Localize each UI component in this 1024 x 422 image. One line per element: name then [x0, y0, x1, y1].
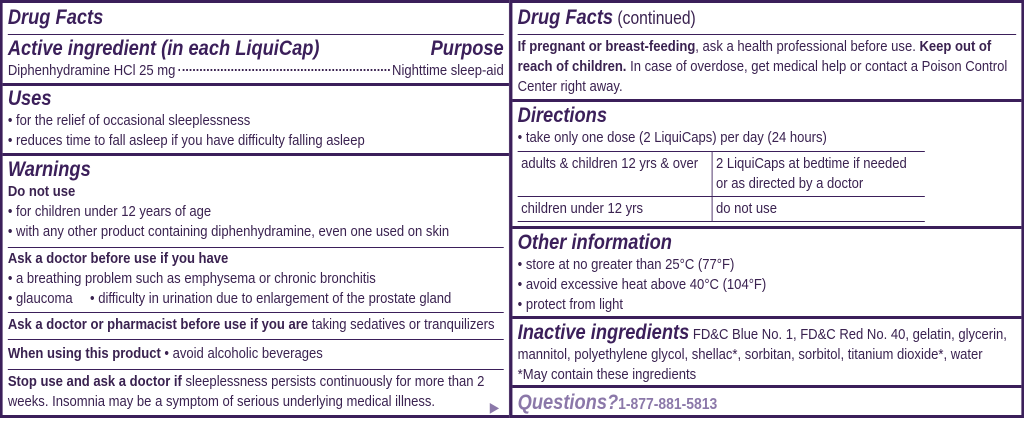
drug-facts-continued-title: Drug Facts (continued) — [512, 5, 1021, 33]
do-not-use-heading: Do not use — [7, 183, 76, 200]
inactive-ingredients-heading: Inactive ingredients — [517, 321, 690, 344]
use-item: • for the relief of occasional sleepless… — [7, 112, 251, 129]
directions-bullet: • take only one dose (2 LiquiCaps) per d… — [517, 129, 827, 146]
when-using-heading: When using this product — [7, 345, 161, 362]
inactive-ingredients-text: FD&C Blue No. 1, FD&C Red No. 40, gelati… — [517, 326, 1007, 363]
ask-doctor-section: Ask a doctor before use if you have • a … — [3, 249, 509, 309]
directions-heading: Directions — [517, 104, 608, 127]
active-ingredient-section: Active ingredient (in each LiquiCap) Pur… — [3, 37, 509, 81]
when-using-text: • avoid alcoholic beverages — [160, 345, 323, 362]
active-ingredient-heading: Active ingredient (in each LiquiCap) — [7, 37, 320, 60]
uses-heading: Uses — [7, 87, 52, 110]
ask-pharmacist-heading: Ask a doctor or pharmacist before use if… — [7, 316, 309, 333]
warning-item: • difficulty in urination due to enlarge… — [90, 290, 452, 307]
stop-use-heading: Stop use and ask a doctor if — [7, 373, 182, 390]
when-using-section: When using this product • avoid alcoholi… — [3, 344, 509, 364]
active-ingredient: Diphenhydramine HCl 25 mg — [7, 62, 176, 79]
drug-facts-right-panel: Drug Facts (continued) If pregnant or br… — [509, 0, 1024, 418]
stop-use-text: sleeplessness persists continuously for … — [7, 373, 485, 410]
warning-item: • for children under 12 years of age — [7, 203, 212, 220]
dot-leader — [177, 69, 390, 71]
warning-item: • with any other product containing diph… — [7, 223, 450, 240]
directions-section: Directions • take only one dose (2 Liqui… — [512, 104, 1021, 222]
directions-table: adults & children 12 yrs & over 2 LiquiCa… — [517, 151, 925, 222]
pregnant-text: , ask a health professional before use. — [695, 38, 920, 55]
drug-facts-left-panel: Drug Facts Active ingredient (in each Li… — [0, 0, 512, 418]
table-cell: adults & children 12 yrs & over — [517, 151, 713, 197]
pregnancy-section: If pregnant or breast-feeding, ask a hea… — [512, 37, 1021, 97]
warnings-heading: Warnings — [7, 158, 91, 181]
other-item: • avoid excessive heat above 40°C (104°F… — [517, 276, 767, 293]
table-cell: 2 LiquiCaps at bedtime if needed or as d… — [711, 151, 925, 197]
purpose: Nighttime sleep-aid — [392, 62, 504, 79]
table-row: children under 12 yrs do not use — [517, 196, 925, 222]
ask-pharmacist-section: Ask a doctor or pharmacist before use if… — [3, 315, 509, 335]
uses-section: Uses • for the relief of occasional slee… — [3, 87, 509, 151]
title-text: Drug Facts — [517, 6, 614, 29]
keep-out-heading: Keep out of reach of children. — [517, 38, 992, 75]
phone-number: 1-877-881-5813 — [618, 396, 718, 413]
drug-facts-title: Drug Facts — [7, 6, 104, 29]
ask-doctor-heading: Ask a doctor before use if you have — [7, 250, 229, 267]
stop-use-section: Stop use and ask a doctor if sleeplessne… — [3, 372, 509, 412]
table-cell: children under 12 yrs — [517, 196, 713, 222]
continue-arrow-icon: ▶ — [489, 399, 500, 415]
warnings-section: Warnings Do not use • for children under… — [3, 158, 509, 242]
use-item: • reduces time to fall asleep if you hav… — [7, 132, 365, 149]
table-row: adults & children 12 yrs & over 2 LiquiCa… — [517, 151, 925, 197]
other-information-section: Other information • store at no greater … — [512, 231, 1021, 315]
overdose-text: In case of overdose, get medical help or… — [517, 58, 1008, 95]
pregnant-heading: If pregnant or breast-feeding — [517, 38, 696, 55]
inactive-note: *May contain these ingredients — [517, 366, 697, 383]
title-suffix: (continued) — [613, 8, 696, 28]
warning-item: • glaucoma — [7, 290, 73, 307]
warning-item: • a breathing problem such as emphysema … — [7, 270, 376, 287]
other-information-heading: Other information — [517, 231, 672, 254]
ask-pharmacist-text: taking sedatives or tranquilizers — [308, 316, 495, 333]
questions-heading: Questions? — [517, 391, 619, 414]
table-cell: do not use — [711, 196, 925, 222]
other-item: • protect from light — [517, 296, 624, 313]
purpose-heading: Purpose — [430, 37, 504, 60]
inactive-ingredients-section: Inactive ingredients FD&C Blue No. 1, FD… — [512, 321, 1021, 385]
questions-section: Questions?1-877-881-5813 — [512, 391, 1021, 415]
other-item: • store at no greater than 25°C (77°F) — [517, 256, 735, 273]
